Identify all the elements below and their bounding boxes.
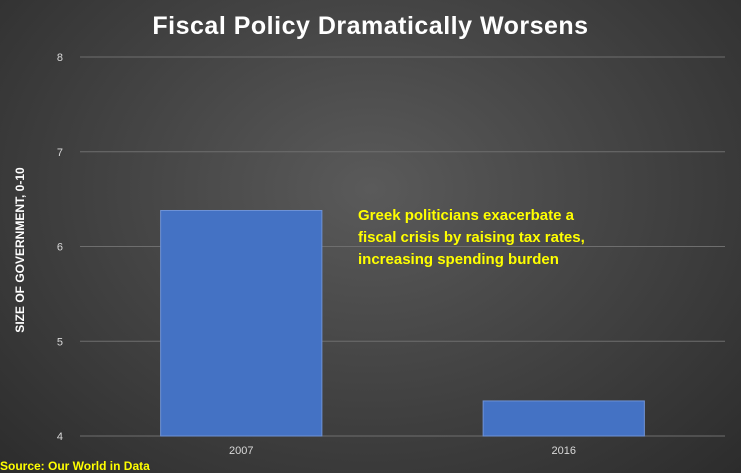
x-tick-label: 2007	[229, 445, 253, 457]
chart-annotation: Greek politicians exacerbate a fiscal cr…	[358, 207, 585, 268]
source-note: Source: Our World in Data	[0, 459, 150, 473]
y-tick-label: 8	[57, 52, 63, 64]
y-tick-label: 6	[57, 242, 63, 254]
x-tick-label: 2016	[552, 445, 576, 457]
bar-2007	[160, 209, 323, 437]
bar-2016	[482, 400, 645, 437]
y-tick-label: 5	[57, 336, 63, 348]
y-tick-label: 7	[57, 147, 63, 159]
y-tick-label: 4	[57, 431, 63, 443]
chart-title: Fiscal Policy Dramatically Worsens	[152, 12, 589, 40]
